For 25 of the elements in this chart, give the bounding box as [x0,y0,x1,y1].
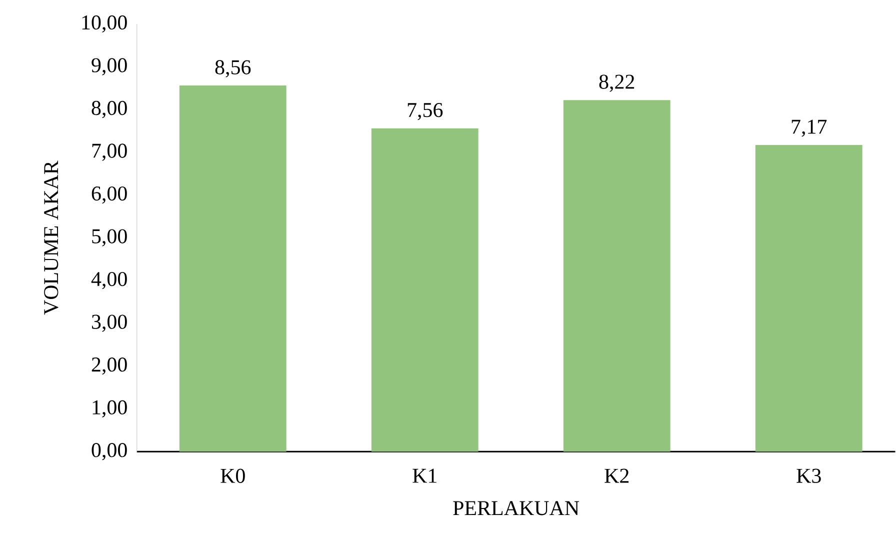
y-tick-label: 7,00 [92,144,127,162]
x-tick-label: K3 [796,469,821,484]
y-tick-label: 9,00 [92,58,127,76]
y-tick-label: 2,00 [92,358,127,375]
bar [371,128,478,452]
bar [755,145,862,452]
data-label: 7,56 [408,103,443,120]
x-axis-title: PERLAKUAN [453,501,580,516]
data-label: 8,56 [215,60,251,78]
y-tick-label: 10,00 [82,16,127,33]
y-tick-label: 6,00 [92,186,127,204]
y-axis-title: VOLUME AKAR [44,160,58,315]
bar [563,100,670,452]
y-tick-label: 0,00 [92,443,127,460]
x-tick-label: K2 [604,469,629,483]
y-tick-label: 1,00 [92,400,127,418]
y-tick-label: 4,00 [91,272,127,290]
y-tick-label: 3,00 [92,314,127,332]
y-tick-label: 8,00 [92,101,127,118]
x-tick-label: K0 [220,469,245,484]
data-label: 7,17 [792,120,827,138]
bar [179,86,286,452]
x-tick-label: K1 [412,469,436,483]
data-label: 8,22 [599,74,634,92]
y-tick-label: 5,00 [92,229,127,247]
